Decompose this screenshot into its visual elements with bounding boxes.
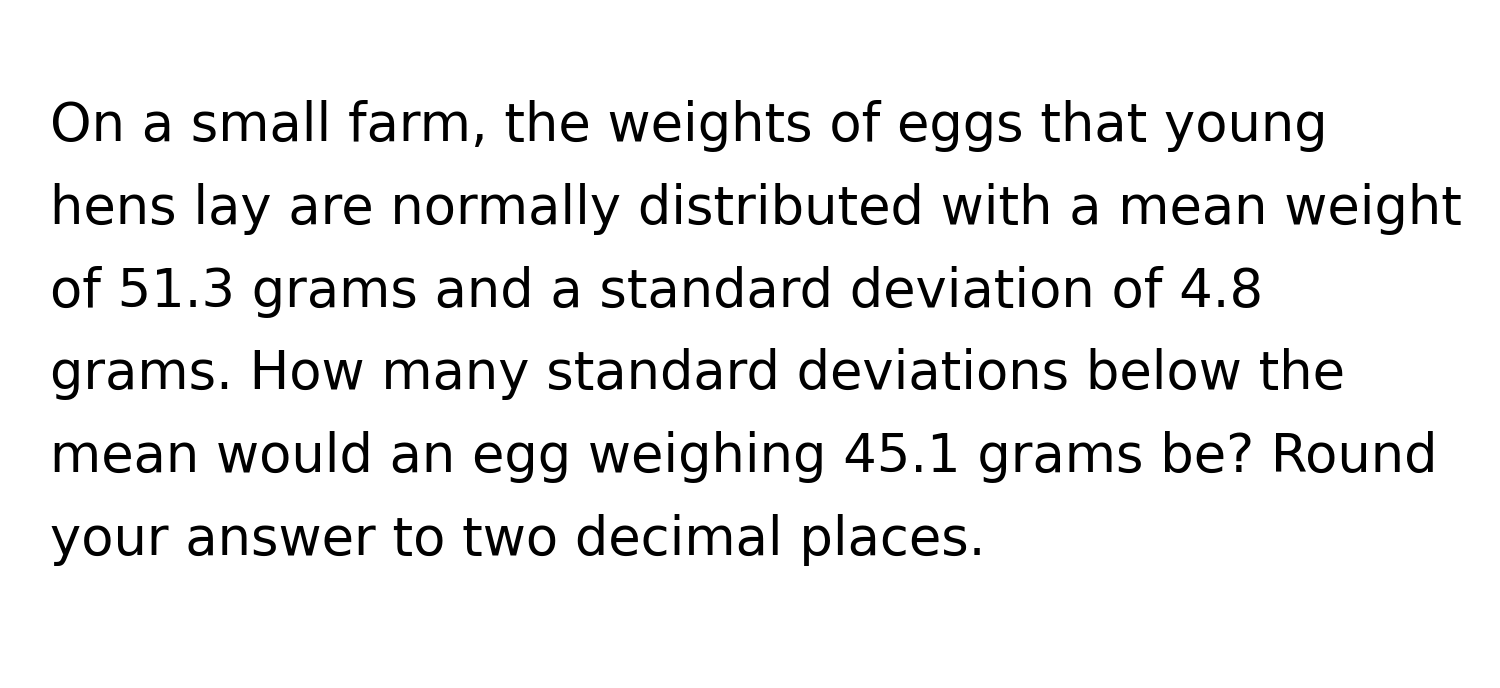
Text: On a small farm, the weights of eggs that young
hens lay are normally distribute: On a small farm, the weights of eggs tha… bbox=[50, 100, 1462, 566]
